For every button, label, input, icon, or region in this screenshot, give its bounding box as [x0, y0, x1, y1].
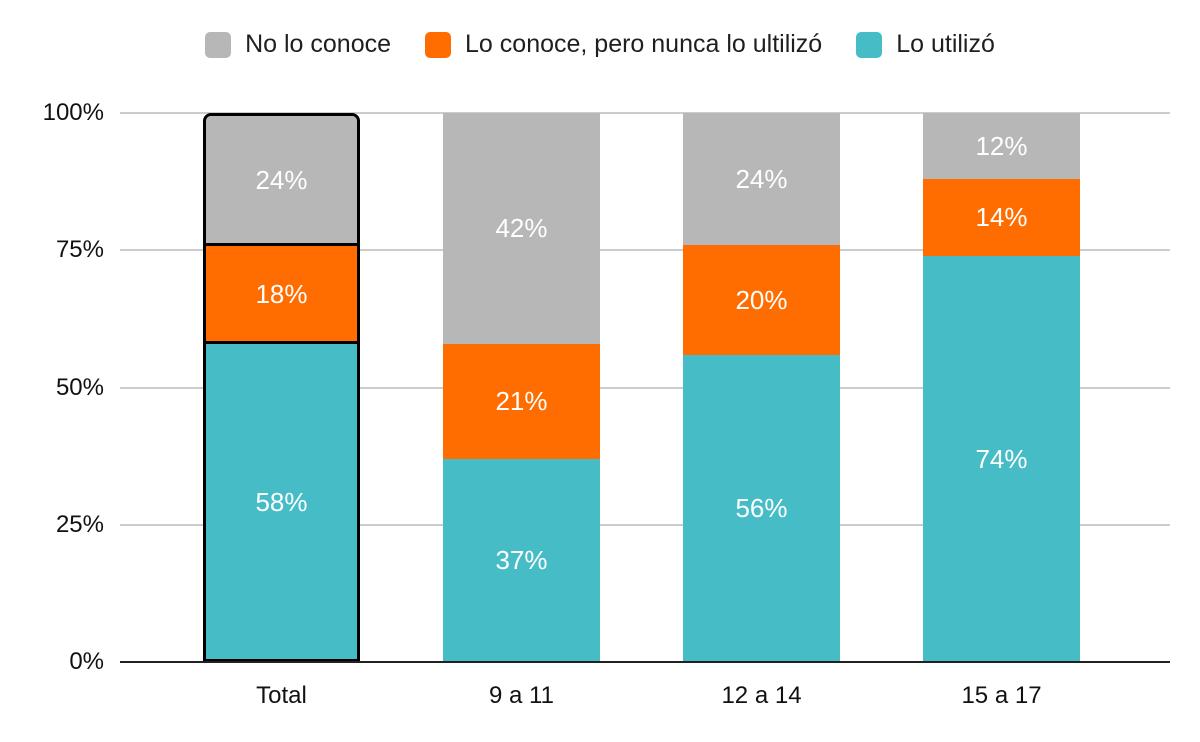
gridline-100	[120, 112, 1170, 114]
y-axis-label-0: 0%	[69, 648, 104, 675]
bar-segment-lo-utiliz-total[interactable]: 58%	[206, 344, 357, 659]
x-axis-label-12-a-14: 12 a 14	[721, 682, 802, 709]
legend-label: Lo utilizó	[896, 30, 995, 58]
gridline-75	[120, 249, 1170, 252]
gridline-25	[120, 523, 1170, 526]
bar-value-label: 74%	[975, 443, 1028, 474]
x-axis-label-9-a-11: 9 a 11	[489, 682, 554, 709]
legend-swatch-icon	[856, 31, 883, 58]
bar-value-label: 56%	[735, 493, 788, 524]
legend-swatch-icon	[205, 31, 232, 58]
bar-value-label: 20%	[735, 284, 788, 315]
bar-group-15-a-17: 12% 14% 74%	[923, 113, 1080, 662]
legend-label: Lo conoce, pero nunca lo ultilizó	[465, 30, 823, 58]
bar-value-label: 42%	[495, 213, 548, 244]
legend-item-no-lo-conoce[interactable]: No lo conoce	[205, 30, 391, 59]
chart-legend: No lo conoce Lo conoce, pero nunca lo ult…	[0, 30, 1200, 59]
legend-label: No lo conoce	[245, 30, 392, 58]
bar-segment-no-lo-conoce-total[interactable]: 24%	[206, 116, 357, 247]
bar-segment-no-lo-conoce-12-a-14[interactable]: 24%	[683, 113, 840, 245]
legend-swatch-icon	[425, 31, 452, 58]
gridline-50	[120, 386, 1170, 389]
bar-segment-lo-utiliz-12-a-14[interactable]: 56%	[683, 354, 840, 662]
bar-segment-lo-conoce-pero-nunca-lo-ultiliz-12-a-14[interactable]: 20%	[683, 244, 840, 355]
y-axis-label-75: 75%	[55, 236, 104, 264]
bar-value-label: 14%	[975, 202, 1028, 233]
y-axis-label-25: 25%	[55, 510, 104, 538]
bar-segment-lo-conoce-pero-nunca-lo-ultiliz-15-a-17[interactable]: 14%	[923, 178, 1080, 256]
bar-segment-lo-conoce-pero-nunca-lo-ultiliz-9-a-11[interactable]: 21%	[443, 343, 600, 459]
bar-value-label: 58%	[255, 486, 308, 517]
y-axis-label-50: 50%	[55, 373, 104, 401]
plot-area: 0% 25% 50% 75% 100% 24% 18% 58% Total 42% 21% 37% 9 …	[43, 99, 1170, 709]
gridline-0	[120, 661, 1170, 663]
bar-group-12-a-14: 24% 20% 56%	[683, 113, 840, 662]
bar-value-label: 12%	[975, 130, 1028, 161]
bar-value-label: 24%	[735, 163, 788, 194]
x-axis-label-total: Total	[256, 682, 307, 709]
bar-segment-lo-utiliz-9-a-11[interactable]: 37%	[443, 458, 600, 662]
bar-value-label: 21%	[495, 386, 548, 417]
bar-segment-no-lo-conoce-15-a-17[interactable]: 12%	[923, 113, 1080, 179]
bar-segment-no-lo-conoce-9-a-11[interactable]: 42%	[443, 113, 600, 344]
bar-value-label: 18%	[255, 278, 308, 309]
bar-segment-lo-conoce-pero-nunca-lo-ultiliz-total[interactable]: 18%	[206, 246, 357, 345]
bar-value-label: 24%	[255, 164, 308, 195]
legend-item-lo-utiliz[interactable]: Lo utilizó	[856, 30, 995, 59]
bar-segment-lo-utiliz-15-a-17[interactable]: 74%	[923, 255, 1080, 662]
x-axis-label-15-a-17: 15 a 17	[961, 682, 1042, 709]
bar-group-total: 24% 18% 58%	[203, 113, 360, 662]
bar-value-label: 37%	[495, 545, 548, 576]
legend-item-lo-conoce-pero-nunca-lo-ultiliz[interactable]: Lo conoce, pero nunca lo ultilizó	[425, 30, 822, 59]
y-axis-label-100: 100%	[42, 99, 104, 126]
bar-group-9-a-11: 42% 21% 37%	[443, 113, 600, 662]
